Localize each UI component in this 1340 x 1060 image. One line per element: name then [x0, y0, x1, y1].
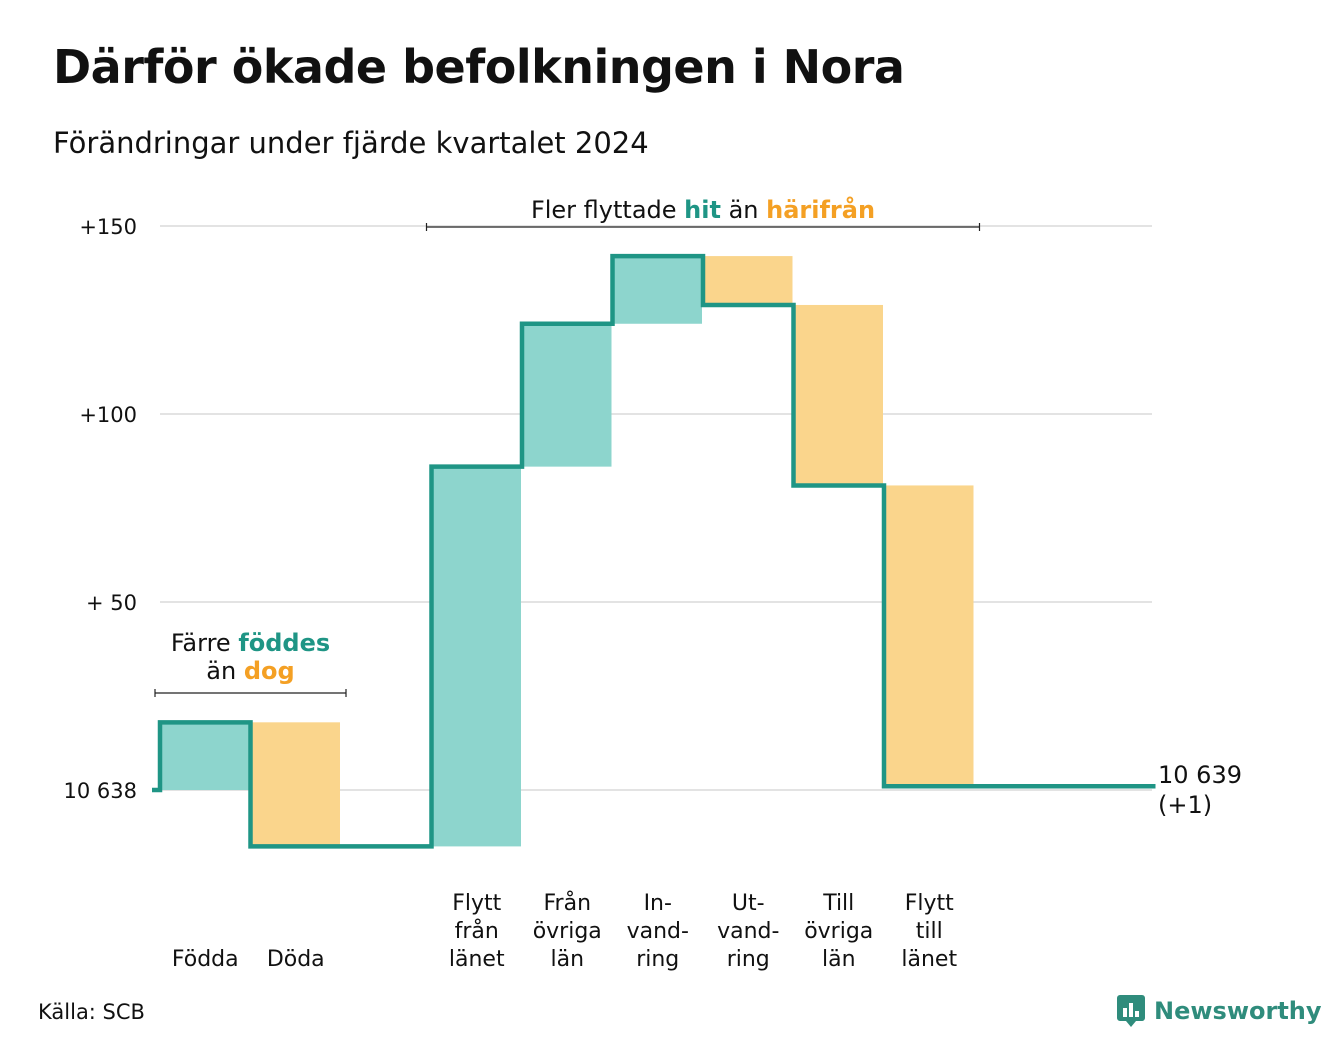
- bar: [703, 256, 793, 305]
- annotation-segment: än: [721, 196, 766, 224]
- annotation-text: än dog: [206, 657, 294, 685]
- chart-title: Därför ökade befolkningen i Nora: [53, 40, 905, 94]
- annotation-segment: Fler flyttade: [531, 196, 684, 224]
- annotation-segment: härifrån: [766, 195, 875, 224]
- newsworthy-logo-icon: [1117, 995, 1145, 1027]
- y-tick-label: +150: [79, 215, 137, 239]
- x-tick-label: länet: [901, 947, 957, 972]
- end-value-label: 10 639(+1): [1158, 761, 1242, 819]
- brand-name: Newsworthy: [1154, 997, 1322, 1025]
- x-tick-label: övriga: [533, 919, 602, 944]
- x-tick-label: län: [822, 947, 856, 972]
- annotation-segment: föddes: [238, 629, 330, 657]
- annotation-segment: hit: [684, 196, 721, 224]
- annotation-segment: än: [206, 657, 244, 685]
- annotation-text: Fler flyttade hit än härifrån: [531, 195, 875, 224]
- x-tick-label: vand-: [627, 919, 689, 944]
- x-tick-label: In-: [644, 891, 672, 916]
- x-tick-label: övriga: [804, 919, 873, 944]
- x-tick-label: län: [550, 947, 584, 972]
- cumulative-line: [152, 253, 1156, 849]
- bars: [160, 256, 974, 847]
- bar: [793, 304, 883, 486]
- x-tick-label: Döda: [267, 947, 325, 972]
- y-tick-label: 10 638: [64, 779, 137, 803]
- x-tick-label: vand-: [717, 919, 779, 944]
- x-tick-label: ring: [727, 947, 770, 972]
- end-label-line: 10 639: [1158, 761, 1242, 789]
- y-tick-label: +100: [79, 403, 137, 427]
- x-tick-label: Till: [822, 891, 854, 916]
- bar: [612, 256, 702, 324]
- bar: [250, 722, 340, 847]
- step-line: [152, 253, 1156, 849]
- x-tick-label: till: [916, 919, 943, 944]
- bar: [522, 323, 612, 467]
- source-note: Källa: SCB: [38, 1000, 145, 1024]
- x-tick-label: Flytt: [905, 891, 954, 916]
- y-tick-label: + 50: [86, 591, 137, 615]
- chart-subtitle: Förändringar under fjärde kvartalet 2024: [53, 126, 649, 160]
- annotation-text: Färre föddes: [171, 629, 330, 657]
- bar: [884, 485, 974, 787]
- x-tick-label: Från: [543, 890, 591, 916]
- annotation-segment: dog: [244, 657, 295, 685]
- bar: [431, 466, 521, 847]
- bar: [160, 722, 250, 790]
- x-tick-label: ring: [636, 947, 679, 972]
- x-tick-label: från: [455, 918, 499, 944]
- x-axis-labels: Födda DödaFlyttfrånlänetFrånövrigalänIn-v…: [172, 890, 958, 972]
- end-label-line: (+1): [1158, 791, 1212, 819]
- x-tick-label: Födda: [172, 947, 239, 972]
- x-tick-label: Flytt: [452, 891, 501, 916]
- annotation-segment: Färre: [171, 629, 239, 657]
- y-axis-labels: 10 638 + 50 +100 +150: [64, 215, 137, 803]
- x-tick-label: Ut-: [732, 891, 765, 916]
- brand-logo: Newsworthy: [1116, 994, 1322, 1028]
- x-tick-label: länet: [449, 947, 505, 972]
